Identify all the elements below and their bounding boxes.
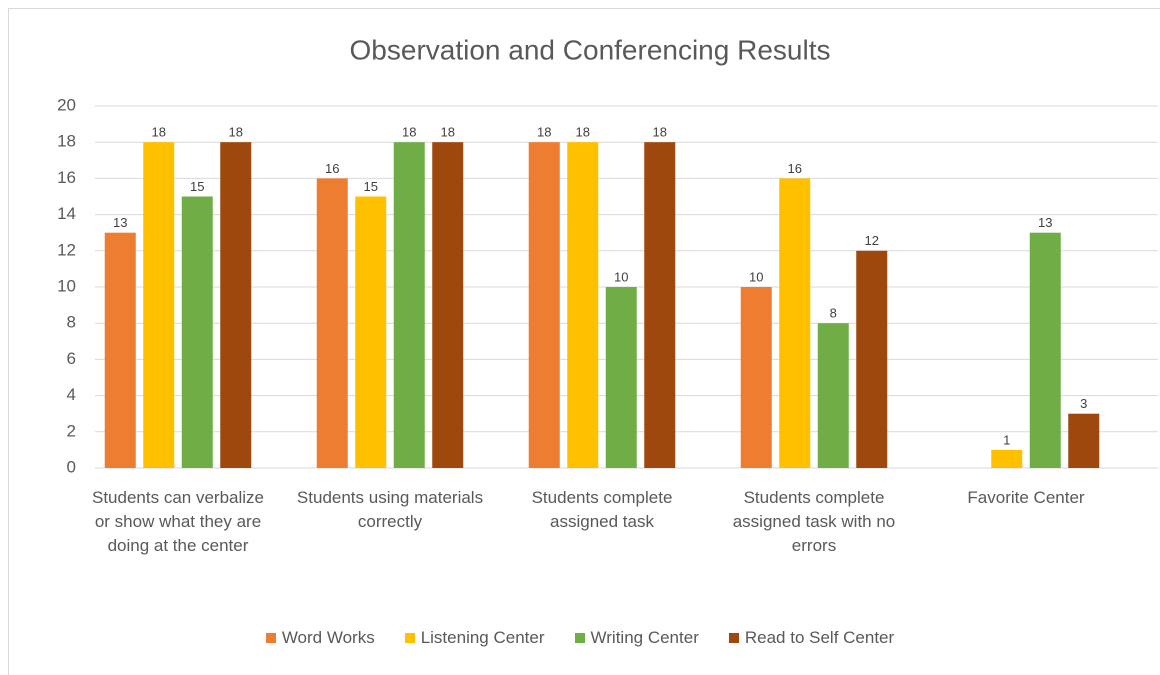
bar	[220, 142, 252, 468]
legend-swatch	[574, 633, 585, 643]
y-tick-label: 8	[67, 313, 76, 332]
bar	[1068, 413, 1100, 468]
data-label: 13	[113, 215, 127, 230]
bar	[856, 250, 888, 468]
legend-swatch	[728, 633, 739, 643]
legend-label: Read to Self Center	[744, 628, 895, 647]
legend-swatch	[404, 633, 415, 643]
bar	[181, 196, 213, 468]
bar	[991, 449, 1023, 468]
data-label: 3	[1080, 396, 1087, 411]
y-tick-label: 6	[67, 349, 76, 368]
bar	[316, 178, 348, 468]
data-label: 10	[614, 269, 628, 284]
data-label: 18	[402, 125, 416, 140]
bar	[143, 142, 175, 468]
data-label: 18	[537, 125, 551, 140]
y-tick-label: 12	[57, 240, 76, 259]
y-tick-label: 14	[57, 204, 76, 223]
data-label: 16	[325, 161, 339, 176]
legend-label: Listening Center	[420, 628, 545, 647]
data-label: 18	[576, 125, 590, 140]
legend-item: Listening Center	[404, 628, 545, 648]
data-label: 18	[441, 125, 455, 140]
legend-item: Read to Self Center	[728, 628, 895, 648]
y-tick-label: 16	[57, 168, 76, 187]
bar	[567, 142, 599, 468]
y-tick-label: 4	[67, 385, 76, 404]
data-label: 15	[364, 179, 378, 194]
legend-item: Writing Center	[574, 628, 699, 648]
bar	[528, 142, 560, 468]
data-label: 13	[1038, 215, 1052, 230]
data-label: 8	[830, 306, 837, 321]
bar	[740, 287, 772, 468]
bar	[644, 142, 676, 468]
bar	[104, 232, 136, 468]
bar	[432, 142, 464, 468]
chart-border	[8, 8, 1160, 675]
bar	[605, 287, 637, 468]
y-tick-label: 18	[57, 132, 76, 151]
data-label: 18	[653, 125, 667, 140]
bar	[355, 196, 387, 468]
legend-label: Word Works	[281, 628, 375, 647]
legend: Word Works Listening Center Writing Center…	[0, 628, 1160, 648]
bar	[817, 323, 849, 468]
x-tick-label: Students can verbalize or show what they…	[92, 488, 264, 555]
y-tick-label: 0	[67, 457, 76, 476]
x-tick-label: Favorite Center	[967, 488, 1085, 507]
chart-title: Observation and Conferencing Results	[350, 34, 831, 65]
bar	[393, 142, 425, 468]
data-label: 15	[190, 179, 204, 194]
data-label: 10	[749, 269, 763, 284]
legend-swatch	[265, 633, 276, 643]
legend-item: Word Works	[265, 628, 375, 648]
data-label: 18	[229, 125, 243, 140]
x-tick-label: Students using materials correctly	[296, 488, 484, 531]
data-label: 12	[865, 233, 879, 248]
data-label: 18	[152, 125, 166, 140]
legend-label: Writing Center	[590, 628, 699, 647]
data-label: 16	[788, 161, 802, 176]
y-tick-label: 20	[57, 95, 76, 114]
x-tick-label: Students complete assigned task	[531, 488, 673, 531]
y-tick-label: 2	[67, 421, 76, 440]
bar	[1029, 232, 1061, 468]
x-tick-label: Students complete assigned task with no …	[732, 488, 896, 555]
data-label: 1	[1003, 432, 1010, 447]
bar	[779, 178, 811, 468]
y-tick-label: 10	[57, 276, 76, 295]
